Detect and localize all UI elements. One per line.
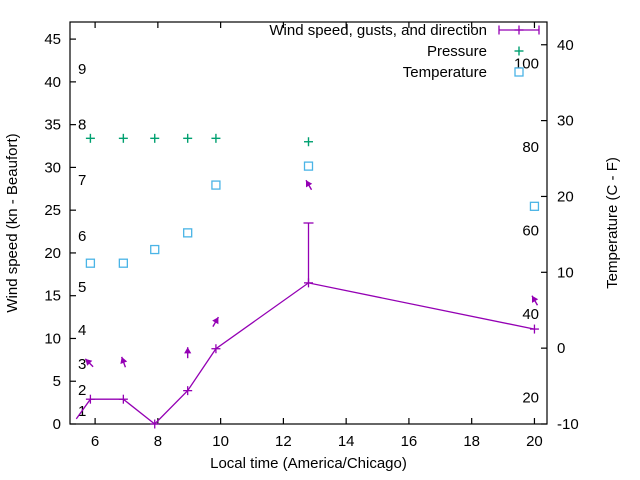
wind-direction-arrow [84,358,94,368]
x-tick-label: 14 [338,433,355,450]
y-tick-label: 45 [44,31,61,48]
arrow-head [212,317,219,325]
legend-label-temperature: Temperature [403,64,487,81]
y-tick-label: 40 [44,74,61,91]
temperature-marker [85,258,96,268]
temperature-marker [118,258,128,268]
wind-direction-arrow [212,316,220,327]
y2-tick-label: 0 [557,340,565,357]
x-tick-label: 6 [91,433,99,450]
fahrenheit-label: 60 [522,223,539,240]
fahrenheit-label: 80 [522,139,539,156]
beaufort-label: 7 [78,172,86,189]
temperature-marker [183,228,193,238]
y2-axis-title: Temperature (C - F) [604,157,621,289]
fahrenheit-label: 100 [514,56,539,73]
legend-sample-temperature [514,67,524,77]
y-axis-title: Wind speed (kn - Beaufort) [4,133,21,312]
x-tick-label: 8 [154,433,162,450]
temperature-marker [303,161,314,171]
beaufort-label: 5 [78,279,86,296]
beaufort-label: 6 [78,228,86,245]
beaufort-label: 9 [78,61,86,78]
y-tick-label: 30 [44,159,61,176]
beaufort-label: 3 [78,356,86,373]
wind-direction-arrow [120,356,128,368]
y-tick-label: 5 [53,373,61,390]
y-tick-label: 10 [44,330,61,347]
y-tick-label: 20 [44,245,61,262]
fahrenheit-label: 40 [522,306,539,323]
fahrenheit-label: 20 [522,389,539,406]
arrow-head [532,295,539,303]
legend-label-wind: Wind speed, gusts, and direction [269,22,487,39]
beaufort-label: 8 [78,117,86,134]
x-tick-label: 16 [401,433,418,450]
x-tick-label: 10 [212,433,229,450]
wind-direction-arrow [531,295,539,306]
y2-tick-label: 30 [557,113,574,130]
y2-tick-label: 10 [557,264,574,281]
y-tick-label: 35 [44,117,61,134]
arrow-head [184,347,192,354]
wind-speed-line [75,282,535,425]
arrow-head [306,180,313,188]
plot-border [69,21,548,425]
x-tick-label: 18 [463,433,480,450]
legend-label-pressure: Pressure [427,43,487,60]
x-axis-title: Local time (America/Chicago) [210,455,407,472]
beaufort-label: 4 [78,322,86,339]
x-tick-label: 20 [526,433,543,450]
arrow-head [120,356,128,364]
wind-direction-arrow [305,179,313,191]
y-tick-label: 0 [53,416,61,433]
wind-direction-arrow [184,347,192,359]
y2-tick-label: 20 [557,188,574,205]
x-tick-label: 12 [275,433,292,450]
arrow-head [85,358,93,366]
temperature-marker [150,244,160,255]
y2-tick-label: -10 [557,416,579,433]
temperature-marker [529,201,540,211]
beaufort-label: 2 [78,382,86,399]
y-tick-label: 25 [44,202,61,219]
y2-tick-label: 40 [557,37,574,54]
y-tick-label: 15 [44,288,61,305]
temperature-marker [211,180,221,190]
